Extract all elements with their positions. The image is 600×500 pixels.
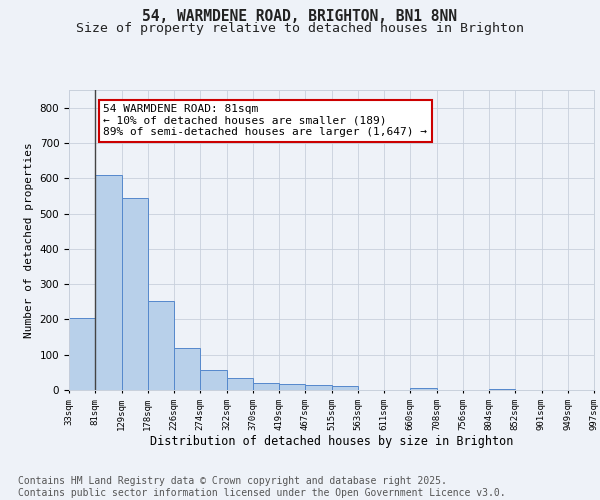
Text: Size of property relative to detached houses in Brighton: Size of property relative to detached ho… — [76, 22, 524, 35]
X-axis label: Distribution of detached houses by size in Brighton: Distribution of detached houses by size … — [150, 436, 513, 448]
Bar — [121, 198, 148, 390]
Bar — [227, 378, 253, 390]
Bar — [253, 383, 279, 390]
Bar — [305, 385, 331, 390]
Bar — [95, 176, 121, 390]
Y-axis label: Number of detached properties: Number of detached properties — [24, 142, 34, 338]
Bar — [174, 348, 200, 390]
Bar — [148, 301, 174, 390]
Bar — [200, 370, 227, 390]
Text: Contains HM Land Registry data © Crown copyright and database right 2025.
Contai: Contains HM Land Registry data © Crown c… — [18, 476, 506, 498]
Text: 54 WARMDENE ROAD: 81sqm
← 10% of detached houses are smaller (189)
89% of semi-d: 54 WARMDENE ROAD: 81sqm ← 10% of detache… — [103, 104, 427, 138]
Text: 54, WARMDENE ROAD, BRIGHTON, BN1 8NN: 54, WARMDENE ROAD, BRIGHTON, BN1 8NN — [143, 9, 458, 24]
Bar — [410, 388, 437, 390]
Bar — [331, 386, 358, 390]
Bar — [279, 384, 305, 390]
Bar — [69, 318, 95, 390]
